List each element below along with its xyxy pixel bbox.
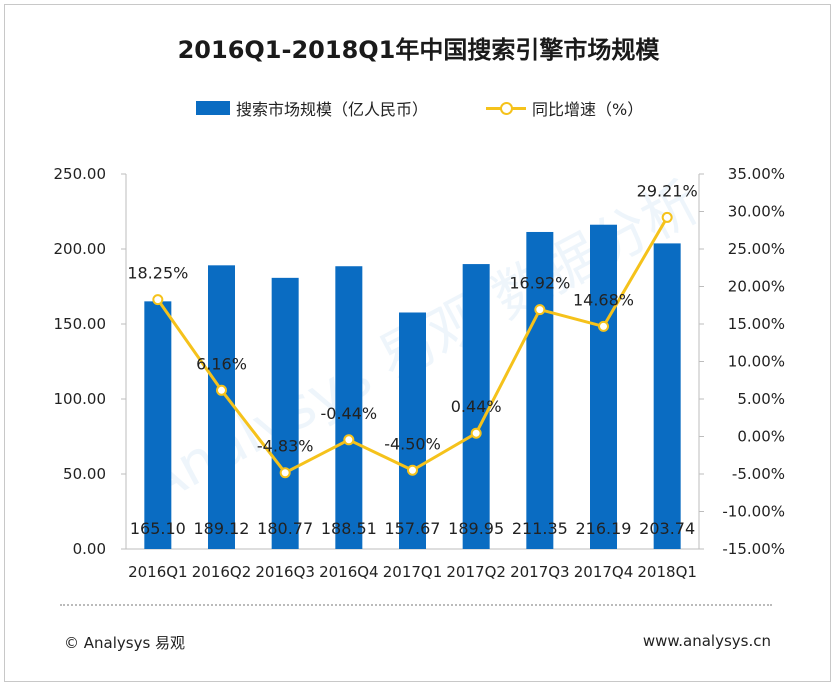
legend-bar-label: 搜索市场规模（亿人民币） [236, 100, 429, 119]
right-axis-tick-label: -15.00% [722, 540, 785, 558]
growth-point [470, 427, 482, 439]
line-series [152, 211, 673, 479]
x-axis-tick-label: 2017Q4 [574, 563, 634, 581]
growth-point [534, 304, 546, 316]
x-axis-tick-label: 2016Q2 [192, 563, 252, 581]
right-axis-tick-label: 30.00% [728, 203, 785, 221]
left-axis-tick-label: 0.00 [73, 540, 106, 558]
x-axis-tick-label: 2016Q3 [255, 563, 315, 581]
growth-value-label: -0.44% [321, 404, 378, 423]
growth-point [343, 434, 355, 446]
x-axis-tick-label: 2017Q2 [446, 563, 506, 581]
chart-axes: 0.00 50.00 100.00 150.00 200.00 250.00 -15.00%… [54, 165, 786, 558]
x-axis-tick-label: 2018Q1 [637, 563, 697, 581]
right-axis-tick-label: 20.00% [728, 278, 785, 296]
growth-value-label: -4.83% [257, 437, 314, 456]
bar-value-label: 216.19 [576, 519, 632, 538]
bar-value-label: 188.51 [321, 519, 377, 538]
legend-line-label: 同比增速（%） [532, 100, 644, 119]
growth-point [279, 467, 291, 479]
bar-value-label: 165.10 [130, 519, 186, 538]
footer-copyright: © Analysys 易观 [64, 634, 186, 652]
legend-item-bar: 搜索市场规模（亿人民币） [196, 96, 428, 120]
right-axis-tick-label: 15.00% [728, 315, 785, 333]
growth-point [216, 384, 227, 396]
growth-value-label: 18.25% [127, 264, 188, 283]
x-axis-tick-labels: 2016Q1 2016Q2 2016Q3 2016Q4 2017Q1 2017Q2 2017… [128, 563, 697, 581]
bar [462, 264, 490, 549]
line-value-labels: 18.25% 6.16% -4.83% -0.44% -4.50% 0.44% 16.92%… [127, 181, 697, 455]
growth-value-label: 29.21% [637, 181, 698, 200]
footer-divider [60, 604, 772, 606]
right-axis-tick-label: 25.00% [728, 240, 785, 258]
legend-line-swatch [486, 101, 526, 115]
bar-value-label: 203.74 [639, 519, 695, 538]
bar [144, 301, 172, 549]
bar [399, 312, 426, 549]
legend-item-line: 同比增速（%） [486, 96, 643, 120]
growth-value-label: 0.44% [451, 397, 502, 416]
x-axis-tick-label: 2016Q4 [319, 563, 379, 581]
bar [526, 231, 554, 549]
right-axis-tick-label: -10.00% [722, 503, 785, 521]
left-axis-tick-label: 100.00 [54, 390, 107, 408]
bar-value-labels: 165.10 189.12 180.77 188.51 157.67 189.95 211.… [130, 519, 695, 538]
bar-value-label: 180.77 [257, 519, 313, 538]
left-axis-tick-label: 50.00 [63, 465, 106, 483]
x-axis-tick-label: 2016Q1 [128, 563, 188, 581]
right-axis-tick-label: 35.00% [728, 165, 785, 183]
right-axis-tick-label: 10.00% [728, 353, 785, 371]
bar [590, 224, 617, 549]
growth-value-label: 6.16% [196, 354, 247, 373]
growth-point [661, 211, 673, 223]
growth-value-label: 14.68% [573, 290, 634, 309]
footer-website: www.analysys.cn [642, 632, 771, 650]
right-axis-tick-label: 5.00% [737, 390, 785, 408]
bar [271, 277, 299, 549]
x-axis-tick-label: 2017Q3 [510, 563, 570, 581]
right-axis-tick-label: 0.00% [737, 428, 785, 446]
bar-value-label: 211.35 [512, 519, 568, 538]
bar-value-label: 157.67 [385, 519, 441, 538]
growth-value-label: 16.92% [509, 274, 570, 293]
bar [335, 266, 363, 549]
bar-value-label: 189.95 [448, 519, 504, 538]
chart-title: 2016Q1-2018Q1年中国搜索引擎市场规模 [177, 36, 660, 64]
bar [208, 265, 235, 549]
right-axis-tick-label: -5.00% [732, 465, 785, 483]
x-axis-tick-label: 2017Q1 [383, 563, 443, 581]
left-axis-tick-label: 150.00 [54, 315, 107, 333]
bar [653, 243, 681, 549]
bar-series [144, 224, 681, 549]
left-axis-tick-label: 200.00 [54, 240, 107, 258]
chart-frame [4, 4, 831, 682]
left-axis-tick-label: 250.00 [54, 165, 107, 183]
legend: 搜索市场规模（亿人民币） 同比增速（%） [0, 96, 837, 120]
bar-value-label: 189.12 [194, 519, 250, 538]
growth-point [407, 464, 418, 476]
legend-bar-swatch [196, 101, 230, 115]
growth-point [152, 294, 164, 306]
growth-value-label: -4.50% [384, 434, 441, 453]
growth-point [598, 320, 609, 332]
